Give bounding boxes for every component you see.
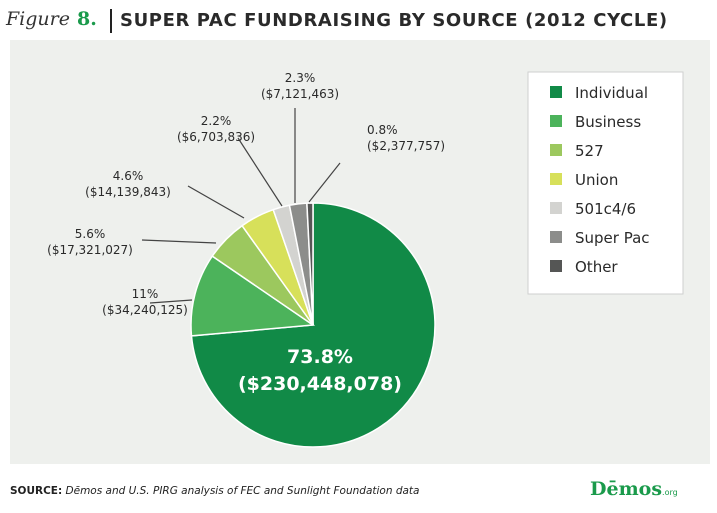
legend-label-501c4-6: 501c4/6 — [575, 200, 636, 218]
data-label-amount-super-pac: ($7,121,463) — [261, 87, 339, 101]
data-label-percent-501c4-6: 2.2% — [201, 114, 232, 128]
legend-swatch-business — [550, 115, 562, 127]
legend-swatch-individual — [550, 86, 562, 98]
leader-line-501c4-6 — [237, 137, 283, 207]
legend-swatch-527 — [550, 144, 562, 156]
legend-swatch-union — [550, 173, 562, 185]
legend-swatch-super-pac — [550, 231, 562, 243]
legend-label-business: Business — [575, 113, 641, 131]
chart-panel: 73.8% ($230,448,078) 11% ($34,240,125) 5.6% (… — [10, 40, 710, 464]
pie-slice-business — [190, 255, 316, 337]
data-label-percent-business: 11% — [132, 287, 159, 301]
data-label-percent-union: 4.6% — [113, 169, 144, 183]
logo-suffix: .org — [662, 488, 678, 497]
data-label-percent-other: 0.8% — [367, 123, 398, 137]
figure-number: 8. — [77, 8, 97, 30]
header-divider — [110, 9, 112, 33]
source-note: SOURCE: Dēmos and U.S. PIRG analysis of … — [10, 485, 420, 497]
legend-label-other: Other — [575, 258, 618, 276]
demos-logo: Dēmos.org — [590, 478, 678, 500]
source-label: SOURCE: — [10, 485, 63, 497]
data-label-percent-super-pac: 2.3% — [285, 71, 316, 85]
figure-header: Figure 8. SUPER PAC FUNDRAISING BY SOURC… — [6, 6, 711, 36]
leader-line-union — [187, 185, 245, 219]
pie-slice-other — [306, 202, 314, 326]
leader-line-business — [149, 299, 193, 304]
legend-label-super-pac: Super Pac — [575, 229, 650, 247]
legend-label-527: 527 — [575, 142, 604, 160]
data-label-amount-501c4-6: ($6,703,836) — [177, 130, 255, 144]
data-label-amount-union: ($14,139,843) — [85, 185, 171, 199]
data-label-amount-527: ($17,321,027) — [47, 243, 133, 257]
legend-label-individual: Individual — [575, 84, 648, 102]
figure-word: Figure — [6, 8, 70, 30]
data-label-amount-individual: ($230,448,078) — [238, 373, 402, 395]
legend-swatch-other — [550, 260, 562, 272]
data-label-amount-business: ($34,240,125) — [102, 303, 188, 317]
legend-label-union: Union — [575, 171, 618, 189]
leader-line-527 — [141, 239, 217, 244]
chart-title: SUPER PAC FUNDRAISING BY SOURCE (2012 CY… — [120, 10, 668, 31]
legend-swatch-501c4-6 — [550, 202, 562, 214]
data-label-percent-527: 5.6% — [75, 227, 106, 241]
pie-chart: 73.8% ($230,448,078) 11% ($34,240,125) 5.6% (… — [10, 40, 710, 464]
data-label-percent-individual: 73.8% — [287, 346, 353, 368]
data-label-amount-other: ($2,377,757) — [367, 139, 445, 153]
logo-text: Dēmos — [590, 478, 663, 500]
source-text: Dēmos and U.S. PIRG analysis of FEC and … — [62, 485, 420, 497]
leader-line-other — [308, 162, 341, 203]
